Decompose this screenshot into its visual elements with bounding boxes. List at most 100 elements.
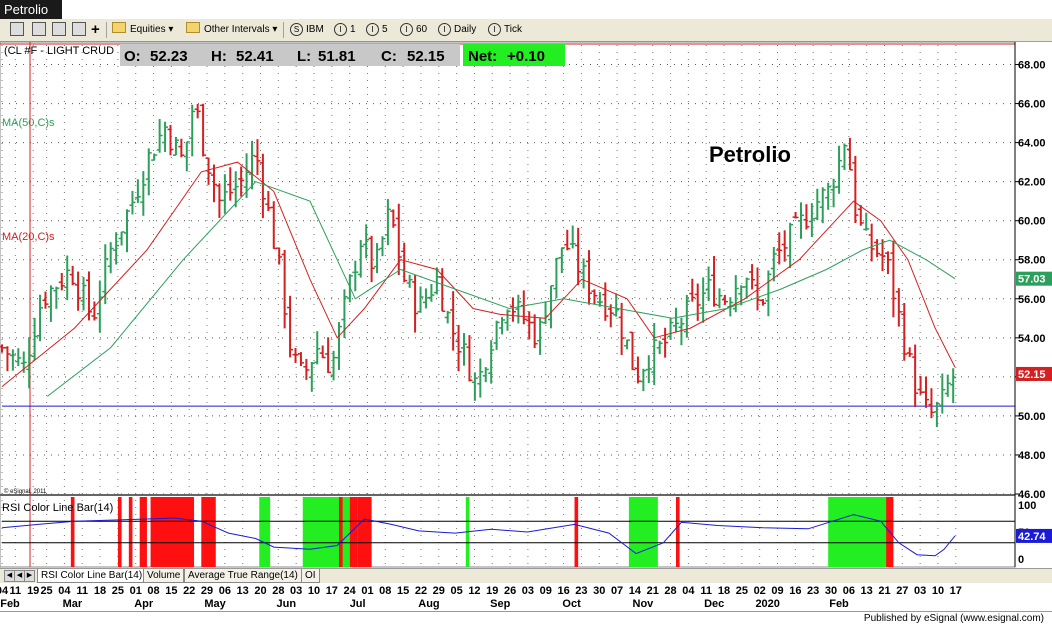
x-tick-label: 10 <box>932 585 944 597</box>
interval-label: 1 <box>350 24 356 35</box>
x-tick-label: 08 <box>147 585 159 597</box>
x-tick-label: 11 <box>700 585 712 597</box>
ma20-label: MA(20,C)s <box>2 231 55 243</box>
copy-icon[interactable] <box>52 22 66 36</box>
rsi-overbought-zone <box>201 497 216 567</box>
x-month-label: Apr <box>134 598 154 610</box>
ma50-last-label: 57.03 <box>1018 274 1046 286</box>
ma50-line <box>46 181 956 397</box>
x-month-label: 2020 <box>755 598 779 610</box>
x-tick-label: 18 <box>718 585 730 597</box>
x-tick-label: 25 <box>736 585 748 597</box>
symbol-button[interactable]: S IBM <box>290 22 324 38</box>
toolbar-separator <box>283 22 284 38</box>
rsi-oversold-zone <box>259 497 271 567</box>
interval-60-button[interactable]: I 60 <box>400 22 427 38</box>
net-label: Net: <box>468 48 497 65</box>
tab-rsi[interactable]: RSI Color Line Bar(14) <box>37 569 147 583</box>
x-tick-label: 23 <box>807 585 819 597</box>
low-label: L: <box>297 48 311 65</box>
ma20-line <box>1 161 956 387</box>
x-tick-label: 17 <box>326 585 338 597</box>
y-tick-label: 46.00 <box>1018 489 1046 501</box>
x-tick-label: 28 <box>272 585 284 597</box>
tab-oi[interactable]: OI <box>301 569 320 583</box>
close-last-badge <box>1016 366 1052 381</box>
layout-icon[interactable] <box>10 22 24 36</box>
close-value: 52.15 <box>407 48 445 65</box>
open-value: 52.23 <box>150 48 188 65</box>
rsi-last-badge <box>1016 528 1052 543</box>
folder-icon <box>112 22 126 33</box>
y-tick-label: 62.00 <box>1018 177 1046 189</box>
x-tick-label: 06 <box>219 585 231 597</box>
high-value: 52.41 <box>236 48 274 65</box>
y-tick-label: 58.00 <box>1018 255 1046 267</box>
rsi-oversold-zone <box>628 497 658 567</box>
interval-tick-button[interactable]: I Tick <box>488 22 522 38</box>
close-label: C: <box>381 48 397 65</box>
x-tick-label: 07 <box>611 585 623 597</box>
x-tick-label: 28 <box>664 585 676 597</box>
x-tick-label: 01 <box>361 585 373 597</box>
properties-icon[interactable] <box>72 22 86 36</box>
x-month-label: Dec <box>704 598 724 610</box>
window-titlebar: Petrolio <box>0 0 1052 19</box>
x-tick-label: 21 <box>647 585 659 597</box>
other-intervals-dropdown[interactable]: Other Intervals ▾ <box>186 22 277 38</box>
y-tick-label: 50.00 <box>1018 411 1046 423</box>
x-tick-label: 21 <box>878 585 890 597</box>
x-tick-label: 04 <box>682 585 695 597</box>
x-month-label: Feb <box>829 598 849 610</box>
window-title: Petrolio <box>0 0 63 19</box>
tab-volume[interactable]: Volume <box>143 569 185 583</box>
x-tick-label: 25 <box>112 585 124 597</box>
x-tick-label: 30 <box>825 585 837 597</box>
x-tick-label: 10 <box>308 585 320 597</box>
x-month-label: May <box>204 598 226 610</box>
equities-label: Equities <box>130 24 166 35</box>
interval-label: Tick <box>504 24 522 35</box>
y-tick-label: 66.00 <box>1018 99 1046 111</box>
y-tick-label: 68.00 <box>1018 60 1046 72</box>
x-tick-label: 01 <box>130 585 142 597</box>
net-value: +0.10 <box>507 48 545 65</box>
interval-icon: I <box>366 23 379 36</box>
add-icon[interactable]: + <box>91 21 100 38</box>
net-panel <box>463 44 565 66</box>
tab-atr[interactable]: Average True Range(14) <box>184 569 302 583</box>
x-tick-label: 15 <box>165 585 177 597</box>
x-month-label: Nov <box>633 598 655 610</box>
interval-daily-button[interactable]: I Daily <box>438 22 476 38</box>
rsi-oversold-zone <box>342 497 350 567</box>
x-tick-label: 19 <box>27 585 39 597</box>
y-tick-label: 56.00 <box>1018 294 1046 306</box>
link-icon[interactable] <box>32 22 46 36</box>
price-grid <box>0 41 1016 568</box>
interval-icon: I <box>488 23 501 36</box>
rsi-oversold-zone <box>302 497 339 567</box>
x-tick-label: 22 <box>183 585 195 597</box>
rsi-overbought-zone <box>117 497 122 567</box>
interval-icon: I <box>334 23 347 36</box>
x-month-label: Oct <box>562 598 581 610</box>
rsi-overbought-zone <box>128 497 133 567</box>
equities-dropdown[interactable]: Equities ▾ <box>112 22 173 38</box>
x-axis: 0411192504111825010815222906132028031017… <box>0 582 1052 611</box>
moving-averages <box>1 161 956 397</box>
rsi-grid <box>2 520 1015 544</box>
rsi-line-path <box>1 514 956 557</box>
study-tabs: ◀ ◀ ▶ RSI Color Line Bar(14) Volume Aver… <box>0 568 1052 583</box>
interval-label: 60 <box>416 24 428 35</box>
x-tick-label: 03 <box>914 585 926 597</box>
x-tick-label: 17 <box>950 585 962 597</box>
copyright-text: © eSignal, 2011 <box>4 488 47 495</box>
tab-scroll-next-icon[interactable]: ▶ <box>24 570 35 582</box>
toolbar-separator <box>106 22 107 38</box>
x-tick-label: 09 <box>771 585 783 597</box>
x-tick-label: 30 <box>593 585 605 597</box>
